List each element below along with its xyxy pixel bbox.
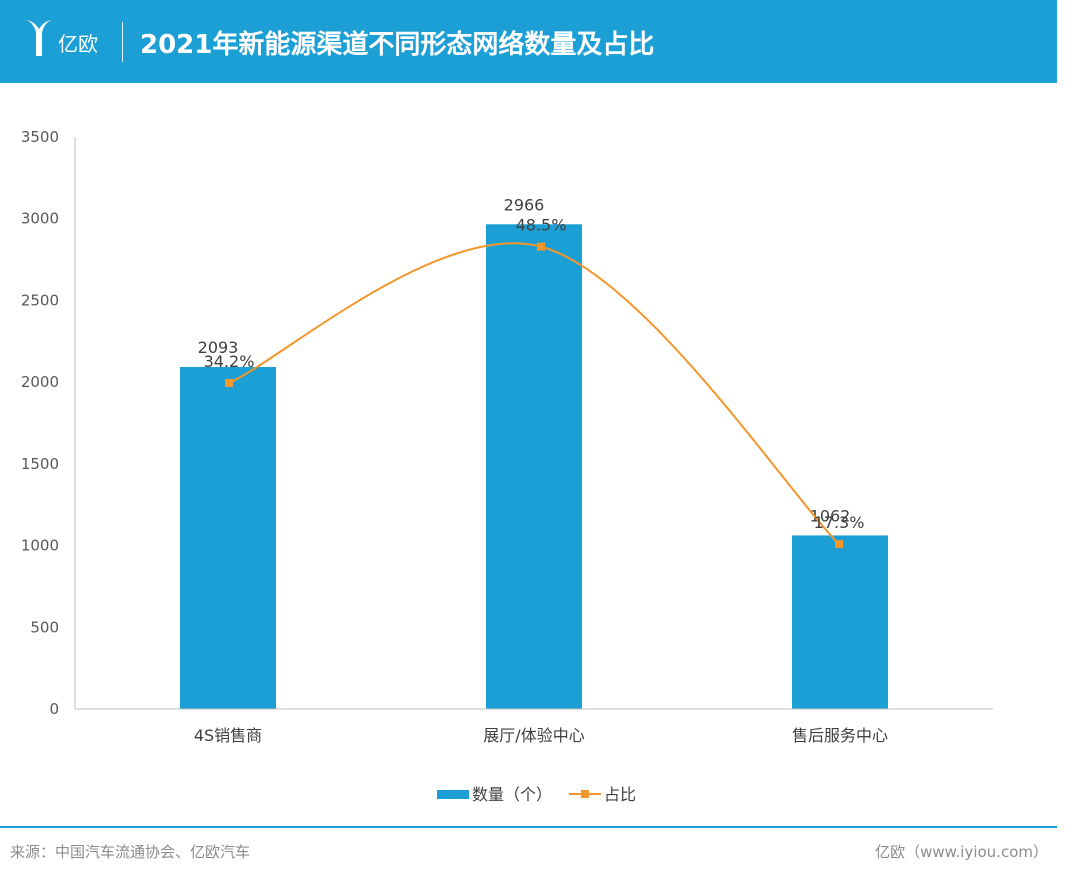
bar: [180, 366, 276, 709]
bar-value-label: 2966: [504, 195, 545, 214]
y-tick-label: 2500: [21, 291, 59, 309]
legend-line-marker: [581, 790, 589, 798]
ratio-marker: [537, 242, 545, 251]
bar: [486, 224, 582, 709]
ratio-marker: [225, 378, 233, 387]
page-title: 2021年新能源渠道不同形态网络数量及占比: [140, 30, 655, 60]
brand-name: 亿欧: [58, 32, 98, 56]
bar-value-label: 2093: [198, 338, 239, 357]
bar: [792, 535, 888, 709]
yiou-logo-icon: [26, 20, 52, 56]
x-tick-label: 展厅/体验中心: [483, 726, 584, 745]
header-banner: 亿欧 2021年新能源渠道不同形态网络数量及占比: [0, 0, 1057, 83]
y-tick-label: 1000: [21, 537, 59, 555]
source-note: 来源：中国汽车流通协会、亿欧汽车: [10, 843, 251, 861]
y-tick-label: 500: [30, 618, 59, 636]
y-tick-label: 3500: [21, 128, 59, 146]
y-axis: 0 500 1000 1500 2000 2500 3000 3500: [21, 128, 76, 718]
footer-divider: [0, 826, 1057, 828]
ratio-value-label: 48.5%: [516, 216, 567, 235]
y-tick-label: 0: [49, 700, 59, 718]
x-axis: 4S销售商 展厅/体验中心 售后服务中心: [75, 708, 993, 745]
ratio-value-label: 34.2%: [204, 352, 255, 371]
y-tick-label: 3000: [21, 210, 59, 228]
legend-bar-swatch: [437, 790, 469, 799]
legend: 数量（个） 占比: [437, 785, 636, 804]
ratio-line-series: 34.2% 48.5% 17.3%: [204, 216, 865, 549]
y-tick-label: 1500: [21, 455, 59, 473]
combo-chart: 0 500 1000 1500 2000 2500 3000 3500 2093 2966 106…: [21, 128, 993, 804]
y-tick-label: 2000: [21, 373, 59, 391]
ratio-marker: [835, 540, 843, 549]
legend-line-label: 占比: [604, 785, 636, 804]
credit-note: 亿欧（www.iyiou.com）: [875, 843, 1048, 861]
legend-bar-label: 数量（个）: [472, 785, 552, 804]
ratio-value-label: 17.3%: [814, 513, 865, 532]
header-divider: [122, 22, 123, 62]
bar-series: 2093 2966 1062: [180, 195, 888, 709]
x-tick-label: 售后服务中心: [792, 726, 888, 745]
x-tick-label: 4S销售商: [194, 726, 262, 745]
bar-value-label: 1062: [810, 506, 851, 525]
